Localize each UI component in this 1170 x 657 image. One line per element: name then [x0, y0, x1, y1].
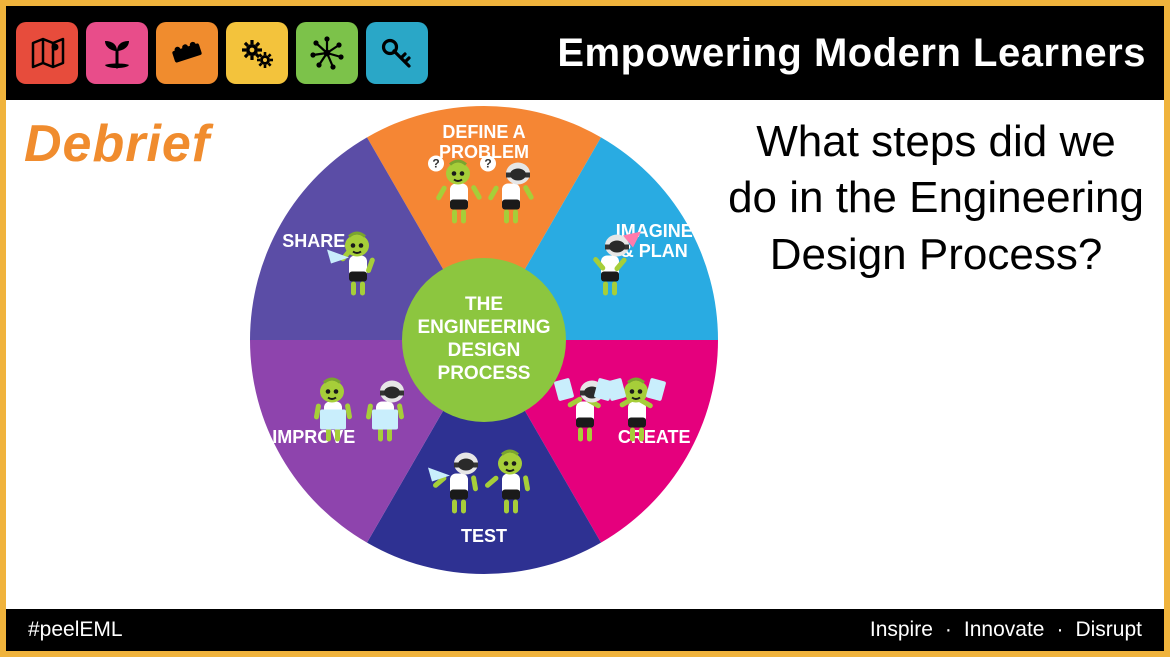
wheel-character [575, 226, 645, 309]
wheel-center-label: THEENGINEERINGDESIGNPROCESS [402, 258, 566, 422]
brick-icon [156, 22, 218, 84]
main-content: Debrief THEENGINEERINGDESIGNPROCESS DEFI… [6, 100, 1164, 609]
wheel-character [298, 371, 418, 454]
gears-icon [226, 22, 288, 84]
svg-text:?: ? [432, 156, 439, 170]
key-icon [366, 22, 428, 84]
footer-tagline: Inspire·Innovate·Disrupt [870, 618, 1142, 642]
wheel-character: ? ? [424, 153, 544, 236]
footer-hashtag: #peelEML [28, 618, 123, 642]
tagline-word: Disrupt [1075, 618, 1142, 641]
network-icon [296, 22, 358, 84]
footer-bar: #peelEML Inspire·Innovate·Disrupt [6, 609, 1164, 651]
question-text: What steps did we do in the Engineering … [726, 114, 1146, 283]
sprout-icon [86, 22, 148, 84]
wheel-slice-label: TEST [461, 527, 507, 547]
svg-text:?: ? [484, 156, 491, 170]
engineering-design-wheel: THEENGINEERINGDESIGNPROCESS DEFINE A PRO… [250, 106, 718, 574]
wheel-character [424, 444, 544, 527]
tagline-word: Innovate [964, 618, 1045, 641]
header-icon-row [16, 22, 428, 84]
tagline-word: Inspire [870, 618, 933, 641]
debrief-heading: Debrief [24, 114, 210, 174]
header-bar: Empowering Modern Learners [6, 6, 1164, 100]
wheel-character [323, 226, 393, 309]
header-title: Empowering Modern Learners [557, 31, 1146, 76]
wheel-character [550, 371, 670, 454]
map-icon [16, 22, 78, 84]
